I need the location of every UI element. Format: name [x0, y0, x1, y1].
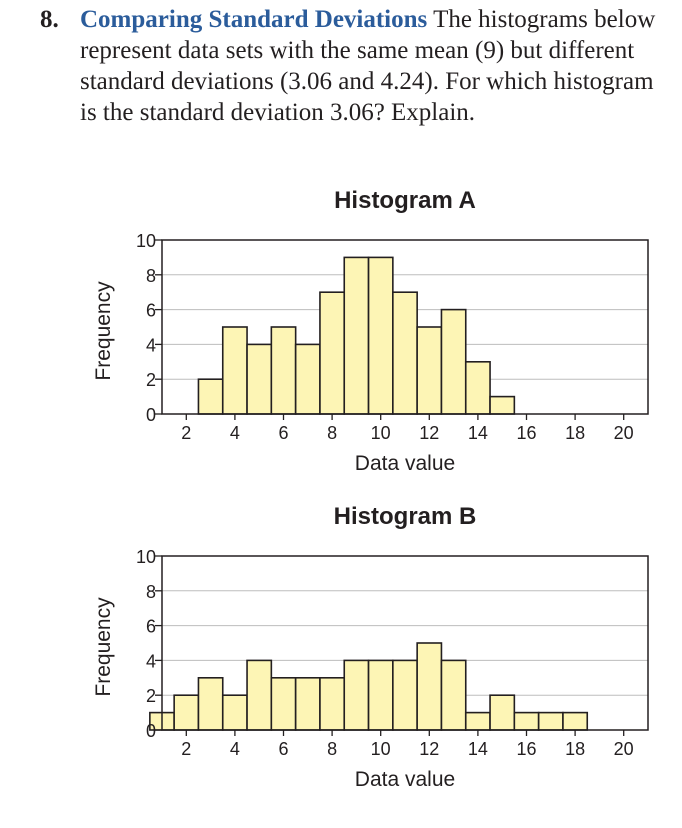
y-tick-label: 4: [146, 651, 156, 671]
x-tick-label: 4: [230, 423, 240, 443]
histogram-bar: [562, 711, 589, 731]
y-tick-label: 10: [136, 231, 156, 251]
x-tick-label: 12: [419, 739, 439, 759]
x-tick-label: 2: [181, 423, 191, 443]
histogram-bar: [343, 659, 370, 731]
exercise-text: Comparing Standard Deviations The histog…: [80, 4, 670, 128]
x-tick-label: 12: [419, 423, 439, 443]
plot-frame: [161, 239, 649, 415]
histogram-b: Histogram B 0 2 4 6 8 10 2 4 6 8 10 12 14 16 18 20 Data v…: [92, 503, 649, 791]
histogram-bar: [197, 677, 224, 731]
histogram-bar: [392, 291, 418, 415]
histogram-bar: [416, 326, 443, 415]
x-tick-label: 6: [278, 423, 288, 443]
exercise-prompt: The histograms below represent data sets…: [80, 6, 656, 126]
y-tick-label: 2: [146, 370, 156, 390]
x-tick-label: 16: [516, 739, 536, 759]
histogram-bar: [319, 291, 346, 415]
x-tick-label: 14: [468, 739, 488, 759]
y-tick-label: 4: [146, 335, 156, 355]
histogram-bar: [294, 677, 321, 731]
y-axis-label: Frequency: [92, 597, 115, 697]
histogram-bar: [294, 343, 321, 415]
y-tick-label: 0: [146, 721, 156, 741]
histogram-bar: [513, 711, 540, 731]
histogram-bar: [440, 659, 467, 731]
x-tick-label: 8: [327, 739, 337, 759]
x-tick-label: 16: [516, 423, 536, 443]
histogram-bar: [270, 326, 297, 415]
x-tick-label: 14: [468, 423, 488, 443]
histogram-bar: [221, 694, 248, 731]
histogram-bar: [392, 659, 418, 731]
histogram-bar: [440, 308, 467, 415]
histogram-bar: [173, 694, 200, 731]
histogram-bar: [489, 395, 516, 415]
histogram-bar: [197, 378, 224, 415]
histogram-bar: [367, 659, 394, 731]
histogram-bar: [416, 642, 443, 731]
y-tick-label: 2: [146, 686, 156, 706]
histogram-bar: [270, 677, 297, 731]
histogram-bar: [537, 711, 564, 731]
y-tick-label: 10: [136, 547, 156, 567]
histogram-bar: [489, 694, 516, 731]
histogram-bar: [319, 677, 346, 731]
histogram-bar: [464, 711, 491, 731]
x-axis-label: Data value: [355, 768, 455, 791]
x-tick-label: 10: [371, 739, 391, 759]
x-tick-label: 2: [181, 739, 191, 759]
histogram-bar: [246, 343, 273, 415]
plot-frame: [161, 555, 649, 731]
histogram-bar: [246, 659, 273, 731]
x-tick-label: 18: [565, 423, 585, 443]
x-tick-label: 10: [371, 423, 391, 443]
x-tick-label: 18: [565, 739, 585, 759]
chart-title: Histogram B: [334, 503, 477, 530]
exercise-number: 8.: [40, 6, 59, 33]
exercise-title: Comparing Standard Deviations: [80, 6, 428, 33]
histogram-bar: [367, 256, 394, 415]
y-tick-label: 8: [146, 266, 156, 286]
histogram-a: Histogram A 0 2 4 6 8 10 2 4 6 8 10 12 14 16 18 20 Data v…: [92, 187, 649, 475]
x-tick-label: 20: [614, 739, 634, 759]
histogram-bar: [343, 256, 370, 415]
chart-title: Histogram A: [334, 187, 476, 214]
histogram-bar: [464, 361, 491, 415]
x-tick-label: 6: [278, 739, 288, 759]
x-tick-label: 4: [230, 739, 240, 759]
x-tick-label: 20: [614, 423, 634, 443]
histogram-bar: [221, 326, 248, 415]
y-axis-label: Frequency: [92, 281, 115, 381]
y-tick-label: 0: [146, 405, 156, 425]
y-tick-label: 8: [146, 582, 156, 602]
y-tick-label: 6: [146, 617, 156, 637]
x-axis-label: Data value: [355, 452, 455, 475]
y-tick-label: 6: [146, 301, 156, 321]
exercise-8: 8. Comparing Standard Deviations The his…: [40, 4, 670, 128]
x-tick-label: 8: [327, 423, 337, 443]
